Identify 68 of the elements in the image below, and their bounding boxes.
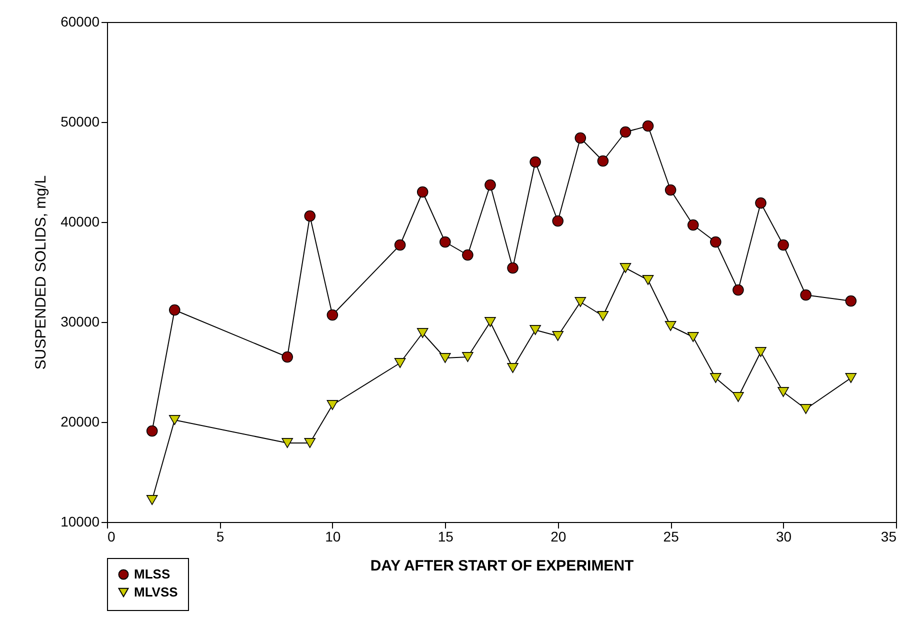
point	[304, 210, 316, 222]
point	[552, 215, 564, 227]
legend-label: MLVSS	[134, 584, 178, 600]
point	[552, 331, 564, 341]
point	[507, 363, 518, 373]
x-tick-label: 5	[216, 528, 224, 544]
point	[462, 352, 474, 362]
point	[484, 179, 496, 191]
x-tick-label: 20	[550, 528, 566, 544]
point	[597, 155, 609, 167]
x-tick-label: 10	[325, 528, 341, 544]
x-tick-label: 35	[880, 528, 897, 544]
point	[168, 304, 180, 316]
point	[507, 262, 518, 274]
point	[642, 120, 654, 132]
y-tick-label: 20000	[60, 414, 100, 430]
point	[687, 219, 699, 231]
point	[282, 438, 293, 448]
x-axis-title: DAY AFTER START OF EXPERIMENT	[370, 558, 634, 574]
point	[845, 295, 857, 307]
point	[845, 373, 857, 383]
point	[462, 249, 474, 261]
point	[574, 297, 586, 307]
point	[755, 197, 766, 209]
point	[326, 400, 338, 410]
point	[326, 309, 338, 321]
y-tick-label: 10000	[60, 514, 100, 530]
point	[597, 311, 609, 321]
point	[146, 425, 158, 437]
x-tick-label: 25	[663, 528, 680, 544]
point	[416, 328, 428, 338]
point	[778, 239, 789, 251]
point	[755, 347, 766, 357]
point	[620, 263, 632, 273]
point	[394, 239, 406, 251]
x-tick-label: 0	[108, 528, 116, 544]
point	[440, 353, 451, 363]
point	[574, 132, 586, 144]
point	[394, 358, 406, 368]
point	[687, 332, 699, 342]
point	[732, 392, 744, 402]
y-tick-label: 40000	[60, 214, 100, 230]
point	[710, 236, 722, 248]
point	[800, 404, 812, 414]
point	[416, 186, 428, 198]
x-tick-label: 30	[776, 528, 792, 544]
point	[530, 325, 541, 335]
point	[440, 236, 451, 248]
point	[484, 317, 496, 327]
point	[530, 156, 541, 168]
point	[642, 275, 654, 285]
y-tick-label: 60000	[60, 14, 100, 30]
y-axis-title: SUSPENDED SOLIDS, mg/L	[32, 175, 50, 370]
point	[304, 438, 316, 448]
point	[664, 184, 676, 196]
point	[664, 321, 676, 331]
x-tick-label: 15	[438, 528, 454, 544]
point	[282, 351, 293, 363]
point	[732, 284, 744, 296]
point	[146, 495, 158, 505]
point	[620, 126, 632, 138]
y-tick-label: 50000	[60, 114, 100, 130]
point	[778, 387, 789, 397]
legend-label: MLSS	[134, 566, 170, 582]
y-tick-label: 30000	[60, 314, 100, 330]
point	[168, 415, 180, 425]
point	[800, 289, 812, 301]
point	[710, 373, 722, 383]
